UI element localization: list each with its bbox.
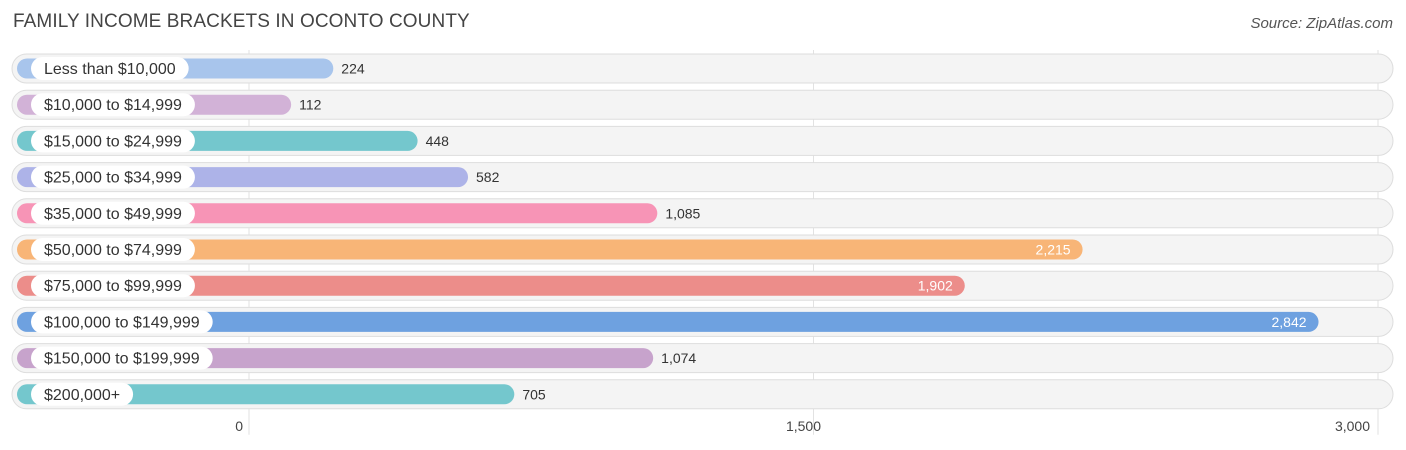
bar-track — [11, 53, 1394, 84]
bar — [17, 311, 1319, 332]
category-label: $25,000 to $34,999 — [44, 170, 182, 187]
value-label: 1,074 — [661, 350, 696, 366]
value-label: 2,842 — [1271, 314, 1306, 330]
x-tick-label: 0 — [235, 418, 243, 434]
category-label-pill — [31, 93, 195, 117]
category-label-pill — [31, 129, 195, 153]
value-label: 448 — [426, 133, 450, 149]
value-label: 705 — [522, 386, 546, 402]
value-label: 224 — [341, 61, 365, 77]
category-label: $10,000 to $14,999 — [44, 97, 182, 114]
category-label: $150,000 to $199,999 — [44, 351, 200, 368]
category-label: $200,000+ — [44, 387, 120, 404]
chart-title: FAMILY INCOME BRACKETS IN OCONTO COUNTY — [13, 11, 470, 32]
value-label: 112 — [299, 97, 322, 113]
category-label-pill — [31, 346, 213, 370]
category-label-pill — [31, 201, 195, 225]
category-label-pill — [31, 238, 195, 261]
category-label-pill — [31, 274, 195, 298]
value-label: 2,215 — [1036, 242, 1071, 258]
category-label: Less than $10,000 — [44, 61, 176, 78]
category-label-pill — [31, 310, 213, 334]
bar — [17, 239, 1083, 260]
bar — [17, 275, 965, 296]
value-label: 1,902 — [918, 278, 953, 294]
x-tick-label: 1,500 — [786, 418, 821, 434]
category-label: $100,000 to $149,999 — [44, 314, 200, 331]
bar — [17, 384, 515, 405]
category-label-pill — [31, 165, 195, 189]
value-label: 582 — [476, 169, 500, 185]
category-label: $35,000 to $49,999 — [44, 206, 182, 223]
category-label: $15,000 to $24,999 — [44, 133, 182, 150]
category-label-pill — [31, 382, 134, 406]
x-tick-label: 3,000 — [1335, 418, 1370, 434]
category-label: $50,000 to $74,999 — [44, 242, 182, 259]
source-label: Source: ZipAtlas.com — [1250, 15, 1393, 32]
category-label: $75,000 to $99,999 — [44, 278, 182, 295]
bar-track — [11, 89, 1394, 120]
category-label-pill — [31, 57, 189, 80]
value-label: 1,085 — [665, 205, 700, 221]
